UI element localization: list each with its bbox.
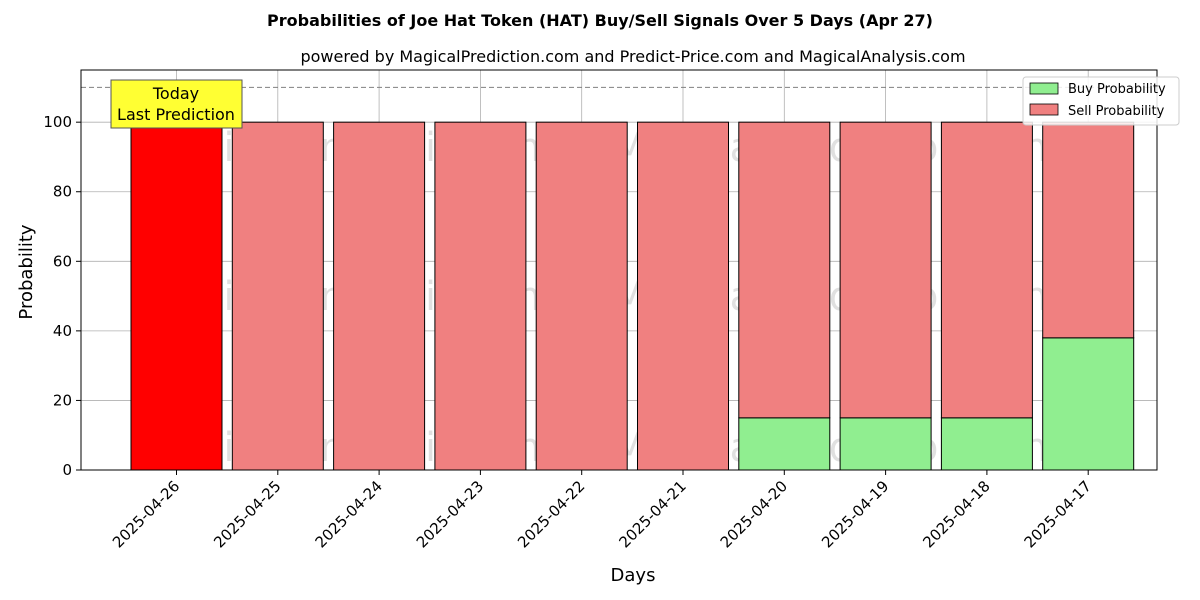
legend-swatch-buy: [1029, 82, 1059, 95]
bar-sell-2025-04-25: [231, 121, 324, 471]
bar-sell-2025-04-23: [434, 121, 527, 471]
y-tick-label-5: 100: [43, 113, 72, 131]
bar-sell-2025-04-26: [130, 121, 223, 471]
chart-title: Probabilities of Joe Hat Token (HAT) Buy…: [267, 11, 933, 30]
y-tick-label-0: 0: [62, 461, 72, 479]
bar-buy-2025-04-17: [1042, 337, 1135, 471]
bar-buy-2025-04-20: [738, 417, 831, 471]
legend-label-buy: Buy Probability: [1068, 82, 1166, 97]
bar-buy-2025-04-19: [839, 417, 932, 471]
x-tick-label-1: 2025-04-25: [210, 477, 284, 551]
x-axis-label: Days: [611, 565, 656, 586]
y-axis: 0 20 40 60 80 100: [43, 113, 81, 479]
x-tick-label-8: 2025-04-18: [919, 477, 993, 551]
annotation-line-2: Last Prediction: [117, 105, 235, 124]
today-annotation: Today Last Prediction: [110, 79, 243, 129]
bar-sell-2025-04-17: [1042, 121, 1135, 339]
bar-sell-2025-04-22: [535, 121, 628, 471]
legend-swatch-sell: [1029, 103, 1059, 116]
bar-sell-2025-04-18: [940, 121, 1033, 419]
x-axis: 2025-04-26 2025-04-25 2025-04-24 2025-04-23…: [109, 470, 1095, 551]
bar-sell-2025-04-21: [637, 121, 729, 471]
bar-sell-2025-04-20: [738, 121, 831, 419]
x-tick-label-4: 2025-04-22: [514, 477, 588, 551]
x-tick-label-0: 2025-04-26: [109, 477, 183, 551]
legend-label-sell: Sell Probability: [1068, 104, 1165, 119]
x-tick-label-6: 2025-04-20: [717, 477, 791, 551]
plot-frame: [80, 69, 1158, 471]
bar-sell-2025-04-19: [839, 121, 932, 419]
annotation-box: [110, 79, 243, 129]
y-tick-label-4: 80: [53, 183, 72, 201]
legend-box: [1022, 76, 1180, 126]
annotation-line-1: Today: [152, 84, 199, 103]
y-tick-label-2: 40: [53, 322, 72, 340]
bar-sell-2025-04-24: [333, 121, 426, 471]
bar-buy-2025-04-18: [940, 417, 1033, 471]
y-tick-label-3: 60: [53, 252, 72, 270]
x-tick-label-7: 2025-04-19: [818, 477, 892, 551]
bars-layer: [130, 121, 1135, 471]
y-axis-label: Probability: [16, 224, 37, 319]
legend: Buy Probability Sell Probability: [1022, 76, 1180, 126]
x-tick-label-5: 2025-04-21: [615, 477, 689, 551]
chart-subtitle: powered by MagicalPrediction.com and Pre…: [300, 47, 965, 66]
y-tick-label-1: 20: [53, 391, 72, 409]
x-tick-label-9: 2025-04-17: [1021, 477, 1095, 551]
x-tick-label-2: 2025-04-24: [312, 477, 386, 551]
x-tick-label-3: 2025-04-23: [413, 477, 487, 551]
